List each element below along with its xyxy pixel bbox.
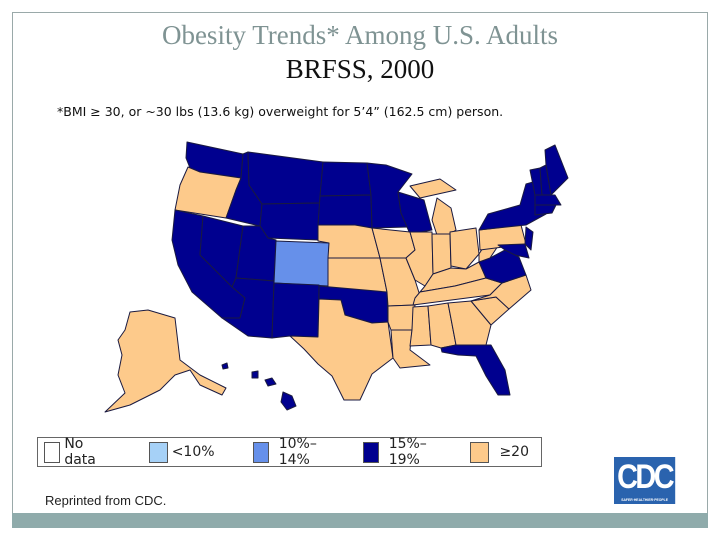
cdc-logo-text: CDC bbox=[617, 458, 675, 496]
state-shape bbox=[280, 391, 297, 411]
state-md bbox=[497, 243, 530, 259]
state-fl bbox=[440, 344, 511, 396]
legend-item-20-plus: ≥20 bbox=[470, 441, 529, 463]
state-wi bbox=[397, 191, 433, 235]
legend: No data <10% 10%–14% 15%–19% ≥20 bbox=[37, 436, 542, 468]
state-mt bbox=[247, 151, 324, 205]
state-shape bbox=[534, 204, 557, 216]
legend-label: No data bbox=[64, 436, 96, 468]
legend-swatch bbox=[252, 441, 269, 463]
footnote: *BMI ≥ 30, or ~30 lbs (13.6 kg) overweig… bbox=[57, 104, 504, 119]
state-wy bbox=[259, 202, 321, 241]
state-ma bbox=[534, 194, 562, 206]
state-shape bbox=[104, 309, 227, 413]
legend-label: 15%–19% bbox=[388, 436, 427, 468]
footer-bar bbox=[12, 513, 708, 528]
state-shape bbox=[397, 191, 433, 235]
state-shape bbox=[273, 240, 330, 287]
state-shape bbox=[409, 305, 432, 347]
state-shape bbox=[317, 194, 373, 229]
state-in bbox=[431, 233, 452, 275]
credit-text: Reprinted from CDC. bbox=[45, 493, 167, 508]
legend-item-10-14: 10%–14% bbox=[252, 436, 337, 468]
state-oh bbox=[449, 227, 480, 270]
state-ia bbox=[371, 227, 416, 259]
state-shape bbox=[371, 227, 416, 259]
state-shape bbox=[478, 249, 527, 284]
slide-frame bbox=[12, 12, 708, 528]
state-shape bbox=[449, 227, 480, 270]
state-shape bbox=[534, 194, 562, 206]
state-shape bbox=[544, 144, 569, 196]
legend-item-under-10: <10% bbox=[148, 441, 215, 463]
state-shape bbox=[259, 202, 321, 241]
state-shape bbox=[221, 362, 229, 370]
state-hi bbox=[221, 362, 297, 411]
state-tx bbox=[289, 298, 394, 401]
state-shape bbox=[409, 178, 457, 199]
legend-swatch bbox=[362, 441, 379, 463]
state-shape bbox=[247, 151, 324, 205]
state-shape bbox=[431, 233, 452, 275]
legend-item-15-19: 15%–19% bbox=[362, 436, 447, 468]
state-shape bbox=[524, 226, 534, 251]
state-nd bbox=[319, 161, 372, 197]
state-va bbox=[478, 249, 527, 284]
legend-swatch bbox=[44, 441, 61, 463]
state-co bbox=[273, 240, 330, 287]
state-shape bbox=[264, 377, 277, 387]
legend-label: <10% bbox=[171, 444, 215, 460]
state-nm bbox=[271, 282, 320, 339]
legend-item-no-data: No data bbox=[44, 436, 111, 468]
state-shape bbox=[251, 370, 259, 379]
state-shape bbox=[387, 304, 416, 331]
state-ks bbox=[327, 257, 388, 293]
cdc-logo: CDC SAFER·HEALTHIER·PEOPLE bbox=[614, 457, 676, 504]
state-shape bbox=[447, 300, 492, 346]
state-ak bbox=[104, 309, 227, 413]
state-shape bbox=[271, 282, 320, 339]
legend-swatch bbox=[470, 441, 490, 463]
state-nj bbox=[524, 226, 534, 251]
state-ga bbox=[447, 300, 492, 346]
state-shape bbox=[440, 344, 511, 396]
state-shape bbox=[327, 257, 388, 293]
state-shape bbox=[431, 197, 457, 236]
cdc-logo-tagline: SAFER·HEALTHIER·PEOPLE bbox=[621, 497, 668, 502]
legend-label: 10%–14% bbox=[278, 436, 317, 468]
state-sd bbox=[317, 194, 373, 229]
state-me bbox=[544, 144, 569, 196]
legend-label: ≥20 bbox=[499, 444, 529, 460]
slide-title: Obesity Trends* Among U.S. Adults bbox=[161, 20, 559, 50]
state-ct bbox=[534, 204, 557, 216]
legend-swatch bbox=[148, 441, 168, 463]
state-ar bbox=[387, 304, 416, 331]
state-mi bbox=[409, 178, 457, 236]
state-shape bbox=[319, 161, 372, 197]
state-shape bbox=[497, 243, 530, 259]
state-ms bbox=[409, 305, 432, 347]
slide-subtitle: BRFSS, 2000 bbox=[285, 54, 435, 84]
state-shape bbox=[289, 298, 394, 401]
